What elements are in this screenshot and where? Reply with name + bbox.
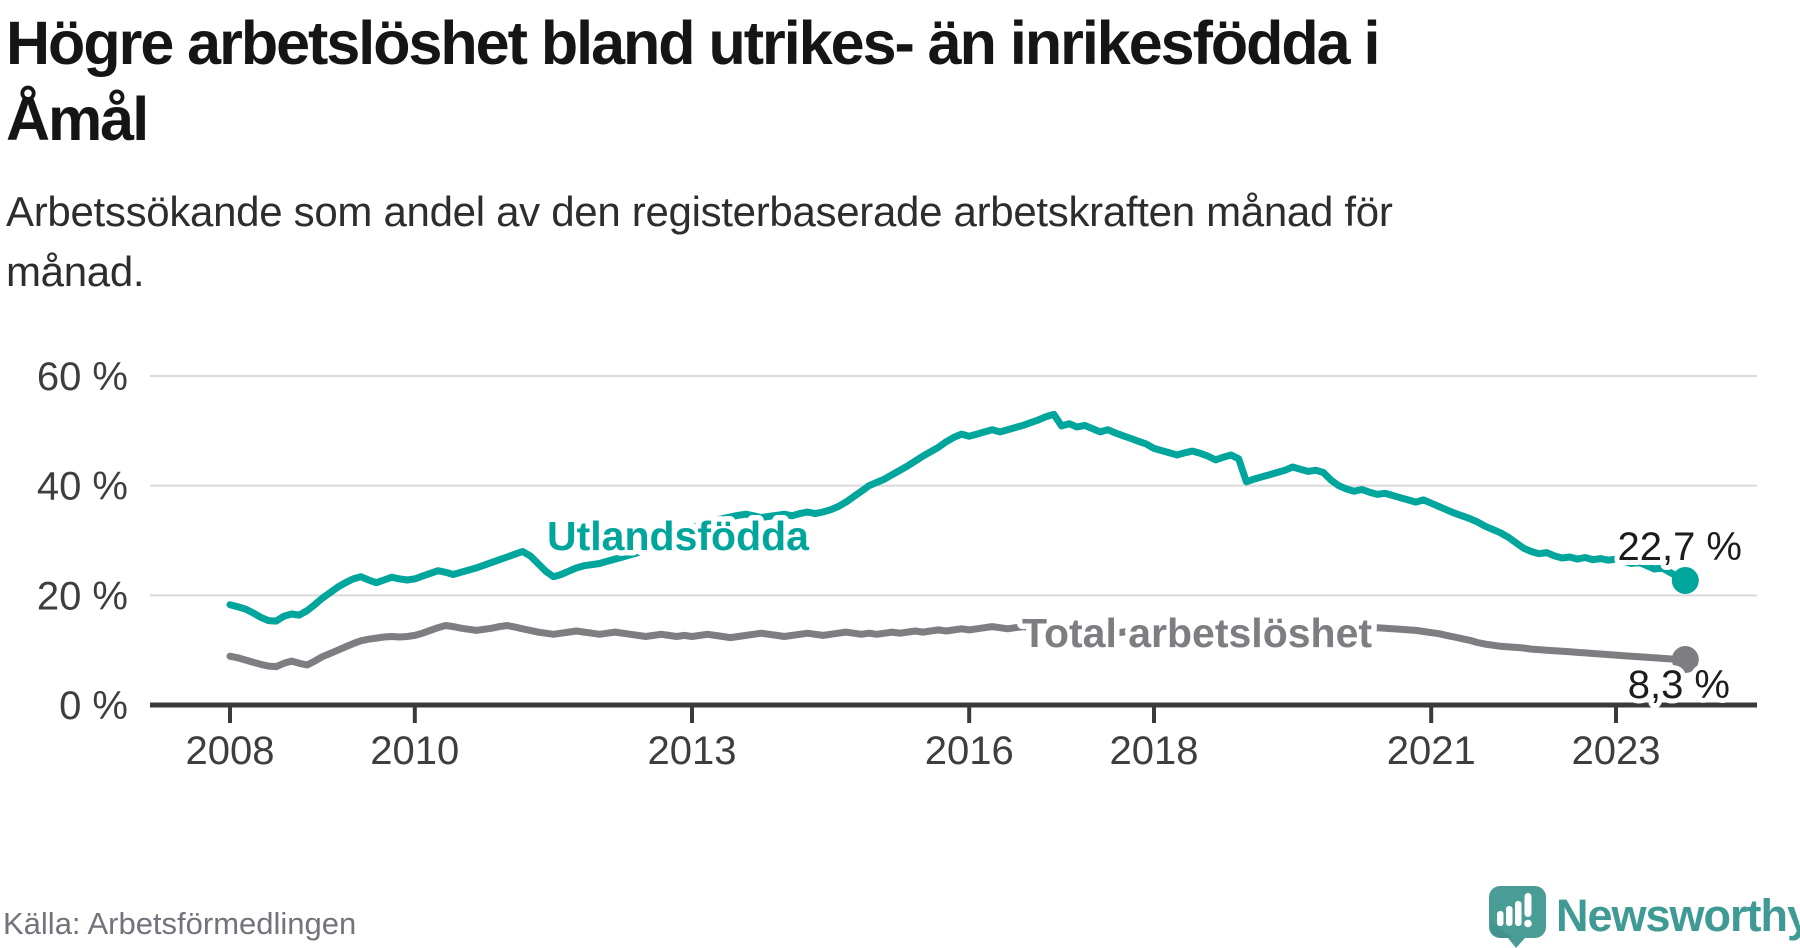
page-title-line-2: Åmål (6, 84, 149, 153)
newsworthy-wordmark: Newsworthy (1556, 890, 1800, 941)
x-tick-label-2018: 2018 (1110, 729, 1199, 773)
exclamation-bar-icon (1524, 893, 1532, 917)
x-tick-label-2016: 2016 (925, 729, 1014, 773)
page-title: Högre arbetslöshet bland utrikes- än inr… (6, 6, 1380, 157)
x-tick-label-2008: 2008 (186, 729, 275, 773)
bubble-shade (1491, 922, 1513, 938)
chart-subtitle-line-1: Arbetssökande som andel av den registerb… (6, 188, 1393, 235)
end-value-label-utlandsfodda: 22,7 % (1617, 525, 1742, 569)
x-tick-label-2013: 2013 (648, 729, 737, 773)
series-label-utlandsfodda: Utlandsfödda (547, 513, 810, 559)
y-tick-label-60: 60 % (37, 355, 128, 399)
end-dot-utlandsfödda (1671, 567, 1699, 594)
line-chart: 60 % 40 % 20 % 0 % 2008 2010 2013 2016 2018 2021 2… (37, 355, 1757, 773)
end-dot-total-arbetslöshet (1671, 646, 1699, 673)
series-line-utlandsfödda (226, 410, 1689, 625)
y-tick-label-0: 0 % (59, 684, 128, 728)
series-line-total-arbetslöshet (226, 622, 1689, 671)
y-tick-label-40: 40 % (37, 465, 128, 509)
x-tick-label-2023: 2023 (1572, 729, 1661, 773)
newsworthy-logo-icon (1489, 886, 1546, 948)
bar-icon-small (1497, 911, 1504, 926)
x-tick-label-2021: 2021 (1387, 729, 1476, 773)
series-label-total-arbetsloshet: Total arbetslöshet (1022, 610, 1372, 656)
bar-icon-large (1515, 901, 1522, 926)
chart-subtitle-line-2: månad. (6, 247, 145, 295)
bar-icon-medium (1506, 906, 1513, 926)
end-value-label-total-arbetsloshet: 8,3 % (1628, 663, 1730, 707)
y-tick-label-20: 20 % (37, 574, 128, 618)
chart-subtitle: Arbetssökande som andel av den registerb… (6, 182, 1393, 301)
x-tick-label-2010: 2010 (370, 729, 459, 773)
source-note: Källa: Arbetsförmedlingen (3, 906, 357, 941)
page-title-line-1: Högre arbetslöshet bland utrikes- än inr… (6, 9, 1380, 77)
exclamation-dot-icon (1524, 919, 1532, 928)
